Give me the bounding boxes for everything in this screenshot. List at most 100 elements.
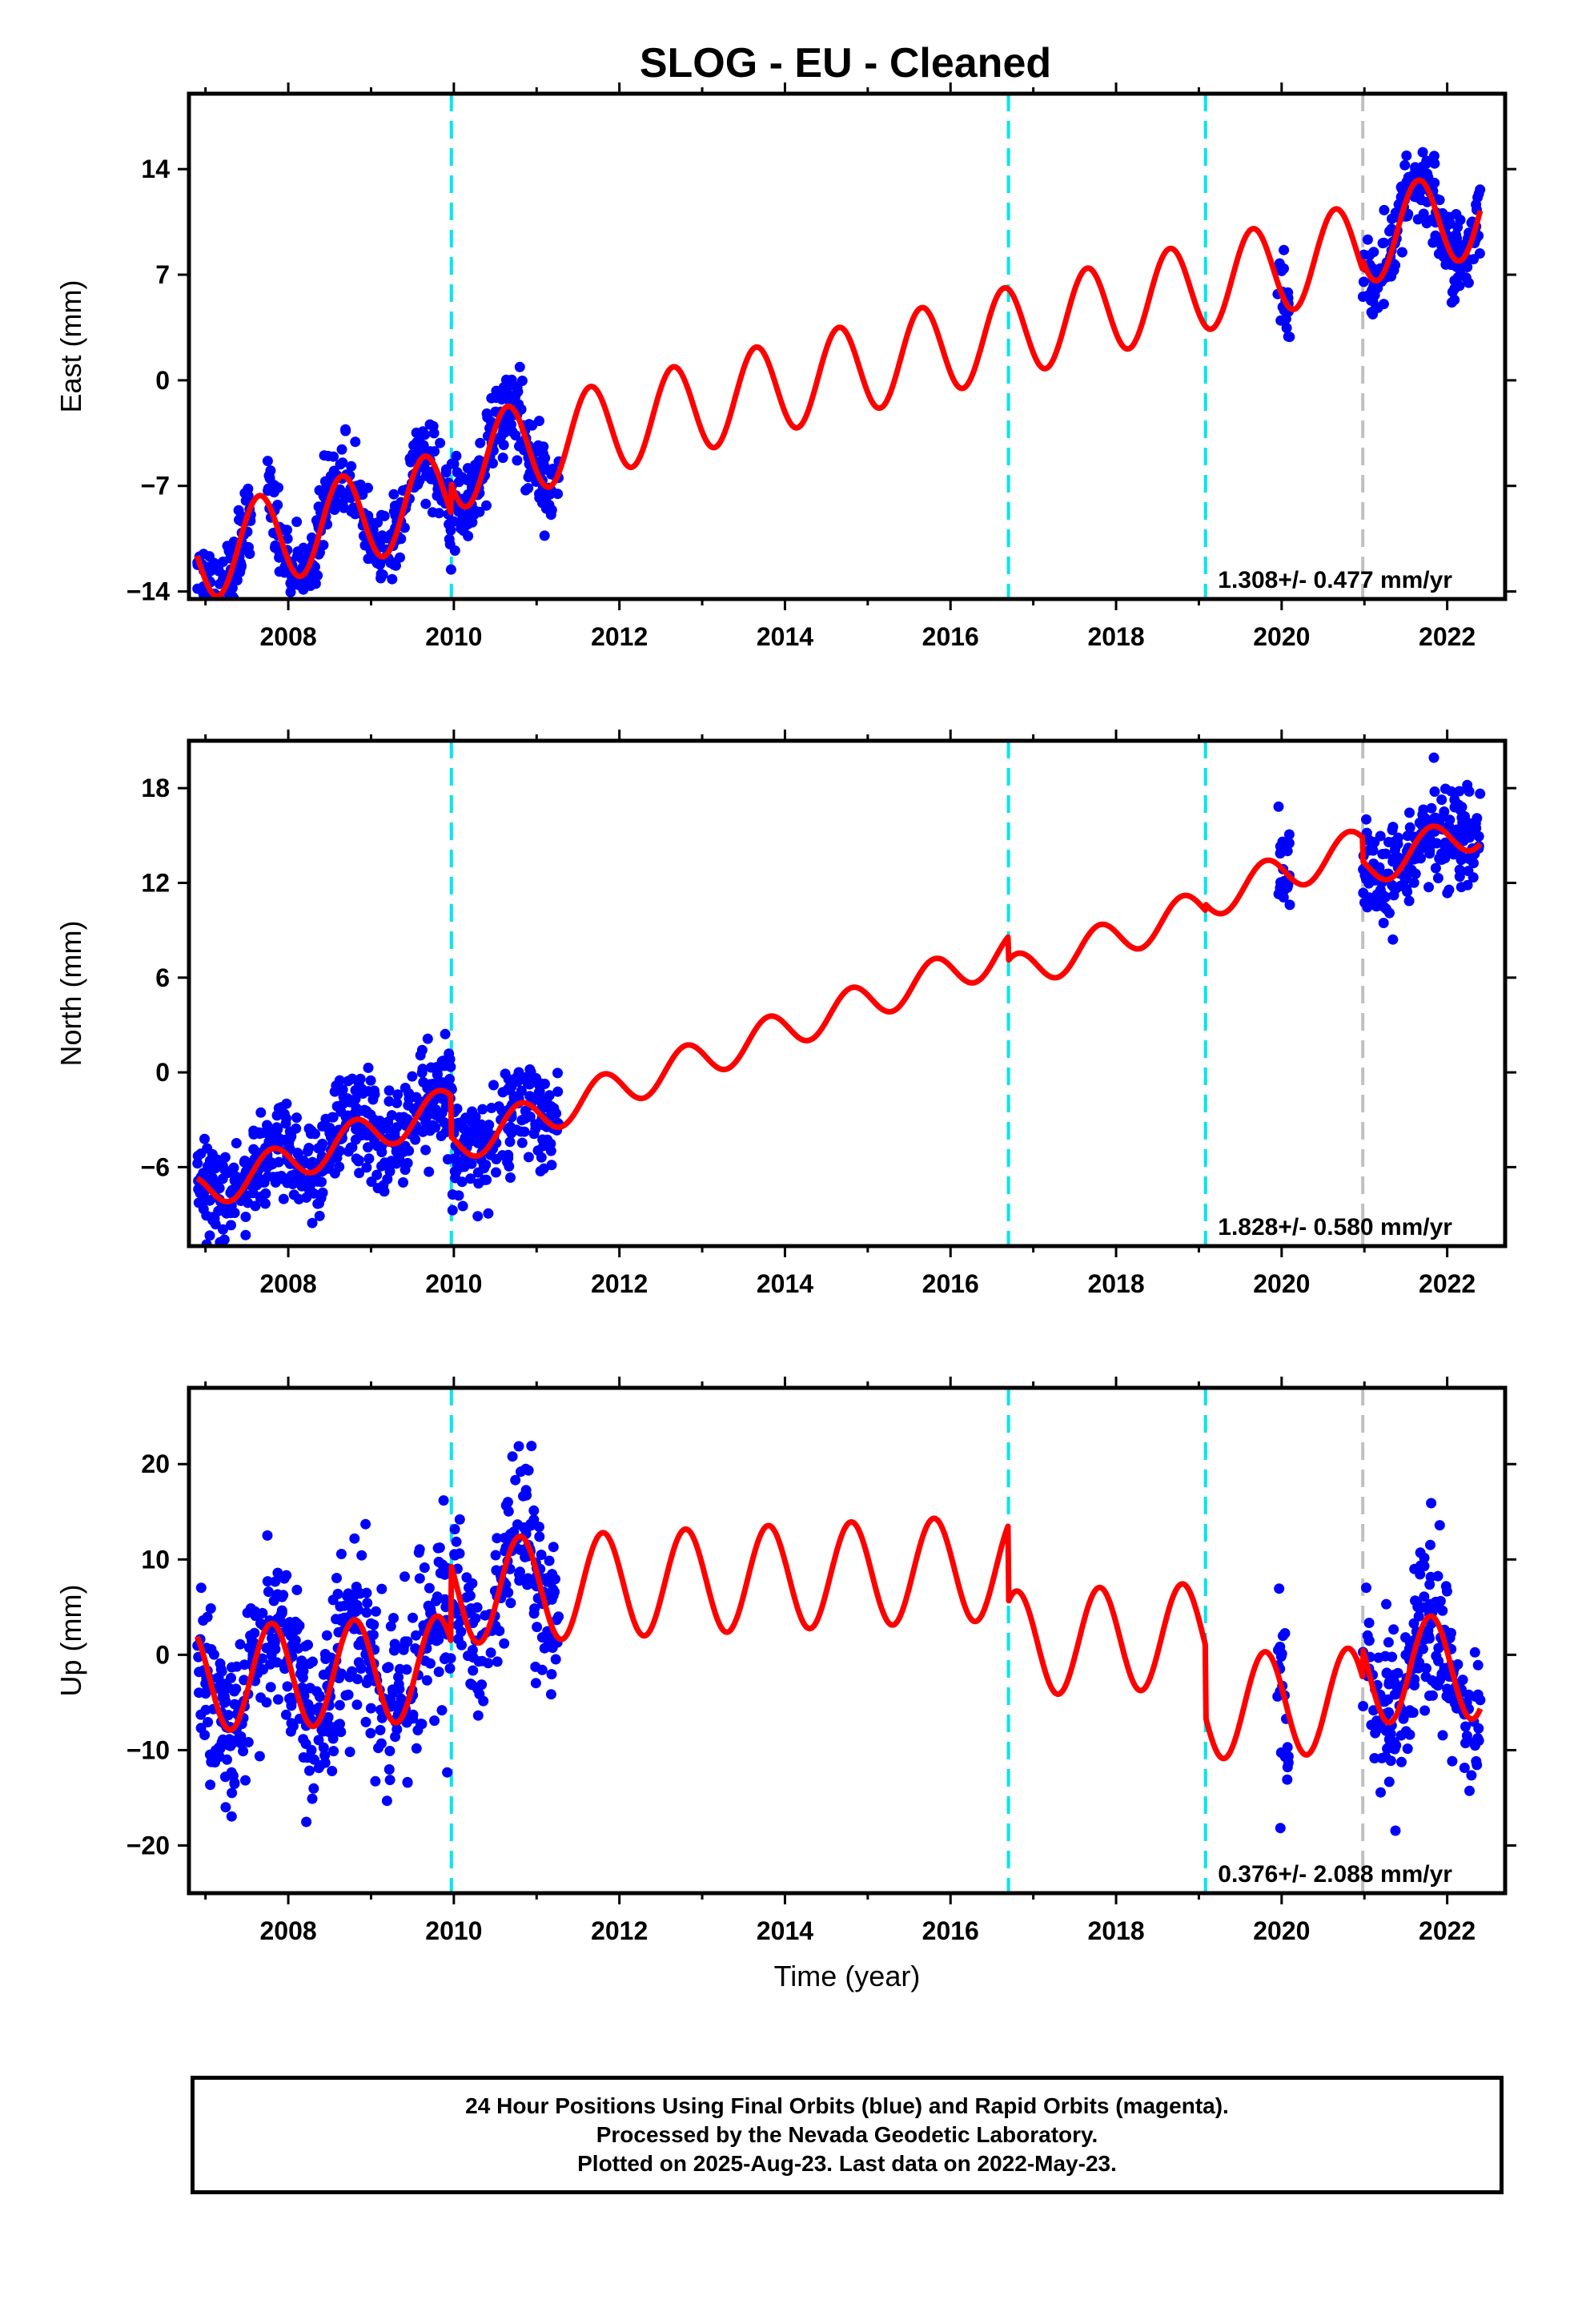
data-point	[360, 1518, 371, 1530]
data-point	[419, 1562, 430, 1573]
data-point	[485, 1647, 496, 1659]
data-point	[1370, 283, 1381, 294]
data-point	[403, 1100, 414, 1111]
data-point	[1436, 794, 1447, 806]
data-point	[1404, 1705, 1415, 1716]
data-point	[435, 437, 446, 448]
data-point	[414, 475, 425, 486]
data-point	[219, 1152, 231, 1163]
data-point	[444, 1074, 456, 1084]
data-point	[1426, 802, 1437, 814]
data-point	[416, 1044, 428, 1055]
data-point	[264, 1160, 275, 1171]
data-point	[424, 419, 436, 430]
data-point	[382, 1117, 393, 1128]
data-point	[205, 1779, 216, 1791]
data-point	[1390, 1825, 1401, 1836]
data-point	[481, 1174, 492, 1185]
y-tick-label: −7	[141, 472, 170, 501]
data-point	[1425, 1571, 1436, 1582]
data-point	[420, 1123, 432, 1134]
y-tick-label: −14	[126, 577, 170, 606]
data-point	[518, 1522, 529, 1533]
panel-3: −20 −10 0 10 20 2008 2010 2012 2014 2016 2018 2020 2…	[54, 1377, 1516, 1945]
x-tick-label: 2016	[922, 1269, 979, 1298]
data-point	[198, 589, 209, 599]
data-point	[452, 1159, 463, 1170]
data-point	[293, 1193, 304, 1204]
data-point	[349, 1533, 360, 1544]
data-point	[505, 1172, 516, 1183]
data-point	[280, 1709, 291, 1720]
data-point	[219, 601, 229, 612]
data-point	[507, 1451, 518, 1462]
data-point	[1430, 862, 1441, 874]
data-point	[1433, 248, 1444, 259]
data-point	[327, 1594, 339, 1606]
data-point	[340, 424, 351, 435]
data-point	[1463, 277, 1474, 288]
data-point	[427, 1105, 438, 1116]
data-point	[276, 1591, 287, 1602]
data-point	[1468, 254, 1479, 265]
data-point	[1279, 244, 1290, 255]
data-point	[1470, 818, 1481, 829]
data-point	[211, 638, 221, 649]
panel-frame	[187, 738, 1508, 1248]
data-point	[1449, 295, 1460, 305]
data-point	[280, 1134, 291, 1145]
data-point	[240, 1212, 251, 1222]
data-point	[528, 1505, 540, 1516]
data-point	[550, 1654, 561, 1665]
data-point	[213, 1205, 224, 1216]
data-point	[226, 1208, 237, 1219]
data-point	[300, 1157, 311, 1168]
data-point	[286, 1170, 297, 1181]
data-point	[346, 460, 357, 472]
data-point	[449, 1524, 460, 1534]
data-point	[492, 390, 504, 401]
data-point	[239, 1156, 250, 1168]
data-point	[204, 1230, 215, 1241]
data-point	[366, 1176, 377, 1188]
data-point	[411, 1630, 421, 1641]
data-point	[1400, 1650, 1411, 1660]
data-point	[319, 1757, 331, 1768]
data-point	[371, 1140, 383, 1152]
data-point	[262, 1530, 273, 1541]
data-point	[1396, 1756, 1407, 1767]
x-tick-label: 2012	[591, 622, 648, 651]
data-point	[388, 489, 400, 500]
data-point	[454, 1548, 465, 1559]
data-point	[515, 1466, 526, 1478]
data-point	[344, 1671, 355, 1683]
data-point	[206, 1756, 217, 1767]
data-point	[1419, 1705, 1431, 1716]
data-point	[388, 1645, 400, 1656]
data-point	[510, 430, 521, 440]
data-point	[361, 1607, 372, 1618]
data-point	[346, 506, 357, 517]
data-point	[503, 1073, 514, 1084]
data-point	[1417, 147, 1428, 158]
data-point	[476, 1655, 488, 1667]
data-point	[296, 601, 307, 612]
data-point	[436, 1705, 448, 1716]
data-point	[1446, 786, 1457, 797]
data-point	[353, 1155, 364, 1166]
data-point	[408, 440, 420, 451]
data-point	[1452, 262, 1463, 273]
model-fit-line	[195, 823, 1483, 1204]
data-point	[1370, 1727, 1381, 1739]
data-point	[355, 1663, 367, 1674]
data-point	[1472, 192, 1484, 203]
data-point	[375, 1724, 386, 1735]
data-point	[1282, 1774, 1293, 1785]
data-point	[531, 1072, 541, 1084]
data-point	[335, 1106, 347, 1117]
data-point	[1381, 1725, 1391, 1736]
data-point	[209, 601, 219, 611]
data-point	[1274, 258, 1285, 269]
data-point	[1389, 1689, 1400, 1700]
data-point	[551, 1108, 562, 1119]
